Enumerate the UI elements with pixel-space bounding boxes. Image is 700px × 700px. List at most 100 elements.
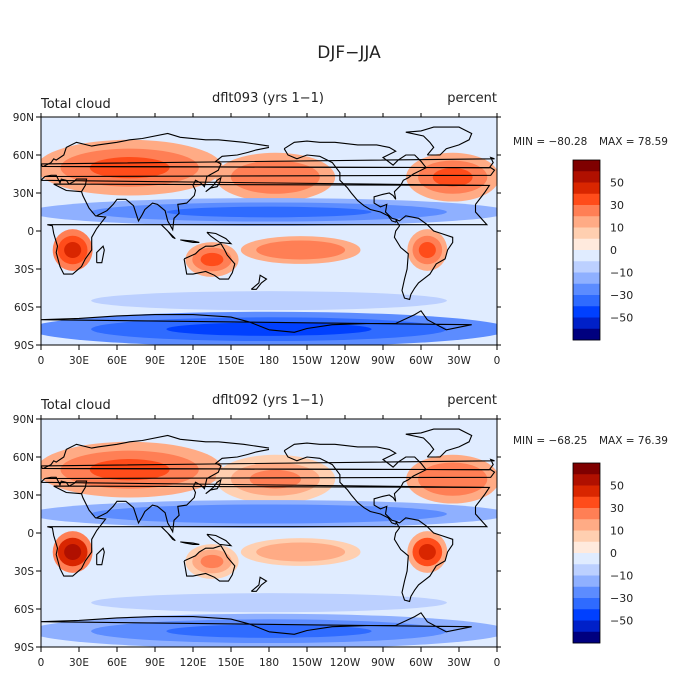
coastline: [183, 243, 236, 280]
colorbar-swatch: [573, 598, 600, 610]
y-tick-label: 0: [27, 226, 34, 238]
colorbar-frame: [572, 159, 601, 341]
panel-1-field: [41, 419, 497, 647]
colorbar-label: 50: [610, 177, 624, 190]
colorbar-swatch: [573, 171, 600, 183]
colorbar-swatch: [573, 182, 600, 195]
colorbar-swatch: [573, 463, 600, 475]
x-tick-label: 120W: [330, 355, 361, 367]
x-tick-label: 180: [259, 355, 279, 367]
panel-top-colorbar: 50 30 10 0 −10 −30 −50: [572, 159, 633, 341]
region-core: [200, 554, 224, 569]
region-core: [249, 469, 301, 489]
colorbar-label: −50: [610, 615, 633, 628]
colorbar-label: 30: [610, 502, 624, 515]
region-core: [200, 252, 224, 267]
y-tick-label: 90S: [14, 340, 34, 352]
x-tick-label: 120E: [180, 355, 207, 367]
coastline: [160, 224, 176, 240]
colorbar-label: 10: [610, 222, 624, 235]
colorbar-swatch: [573, 485, 600, 498]
y-tick-label: 0: [27, 528, 34, 540]
y-tick-label: 60S: [14, 302, 34, 314]
y-tick-label: 90N: [13, 112, 34, 124]
colorbar-swatch: [573, 272, 600, 285]
colorbar-label: −10: [610, 267, 633, 280]
coastline: [44, 174, 88, 192]
x-tick-label: 0: [494, 657, 501, 669]
region-core: [418, 544, 436, 560]
colorbar-swatch: [573, 609, 600, 621]
colorbar-swatch: [573, 474, 600, 486]
coastline: [160, 526, 176, 542]
x-tick-label: 0: [494, 355, 501, 367]
colorbar-swatch: [573, 508, 600, 520]
region-core: [166, 597, 372, 608]
colorbar-swatch: [573, 564, 600, 576]
panel-bottom-variable: Total cloud: [40, 398, 111, 413]
colorbar-swatch: [573, 530, 600, 543]
x-tick-label: 60W: [409, 355, 433, 367]
x-tick-label: 150E: [218, 355, 245, 367]
region-core: [64, 242, 82, 258]
colorbar-swatch: [573, 216, 600, 228]
colorbar-swatch: [573, 193, 600, 206]
coastline: [96, 547, 105, 566]
panel-top-run: dflt093 (yrs 1−1): [212, 91, 324, 106]
colorbar-frame: [572, 462, 601, 644]
region-core: [432, 167, 473, 187]
colorbar-label: −10: [610, 570, 633, 583]
colorbar-swatch: [573, 586, 600, 599]
panel-bottom-units: percent: [447, 393, 497, 408]
coastline: [41, 156, 495, 169]
coastline: [206, 533, 233, 547]
y-tick-label: 30N: [13, 188, 34, 200]
panel-0-field: [41, 117, 497, 345]
coastline: [405, 428, 473, 458]
coastline: [96, 245, 105, 264]
coastline: [393, 517, 454, 603]
y-tick-label: 30N: [13, 490, 34, 502]
figure-title: DJF−JJA: [317, 43, 381, 63]
coastline: [250, 576, 268, 592]
region-core: [275, 546, 327, 558]
y-tick-label: 30S: [14, 566, 34, 578]
coastline: [250, 274, 268, 290]
x-tick-label: 90E: [145, 657, 165, 669]
colorbar-swatch: [573, 620, 600, 633]
y-tick-label: 30S: [14, 264, 34, 276]
colorbar-swatch: [573, 631, 600, 644]
x-tick-label: 180: [259, 657, 279, 669]
region-core: [166, 624, 372, 638]
x-tick-label: 120W: [330, 657, 361, 669]
colorbar-swatch: [573, 295, 600, 307]
coastline: [405, 126, 473, 156]
colorbar-swatch: [573, 283, 600, 296]
colorbar-swatch: [573, 160, 600, 172]
x-tick-label: 0: [38, 657, 45, 669]
x-tick-label: 30W: [447, 657, 471, 669]
coastline: [183, 545, 236, 582]
y-tick-label: 60S: [14, 604, 34, 616]
panel-bottom-run: dflt092 (yrs 1−1): [212, 393, 324, 408]
x-tick-label: 90W: [371, 657, 395, 669]
colorbar-swatch: [573, 553, 600, 565]
colorbar-label: 10: [610, 525, 624, 538]
coastline: [41, 612, 472, 635]
colorbar-label: 30: [610, 199, 624, 212]
coastline: [41, 310, 472, 333]
colorbar-swatch: [573, 541, 600, 554]
coastline: [180, 239, 200, 243]
region-core: [89, 157, 170, 179]
colorbar-swatch: [573, 317, 600, 330]
colorbar-swatch: [573, 205, 600, 217]
x-tick-label: 30W: [447, 355, 471, 367]
panel-bottom-colorbar: 50 30 10 0 −10 −30 −50: [572, 462, 633, 644]
region-core: [166, 322, 372, 336]
region-core: [432, 469, 473, 489]
region-core: [166, 206, 372, 218]
x-tick-label: 30E: [69, 657, 89, 669]
coastline: [206, 231, 233, 245]
colorbar-swatch: [573, 238, 600, 251]
y-tick-label: 60N: [13, 452, 34, 464]
